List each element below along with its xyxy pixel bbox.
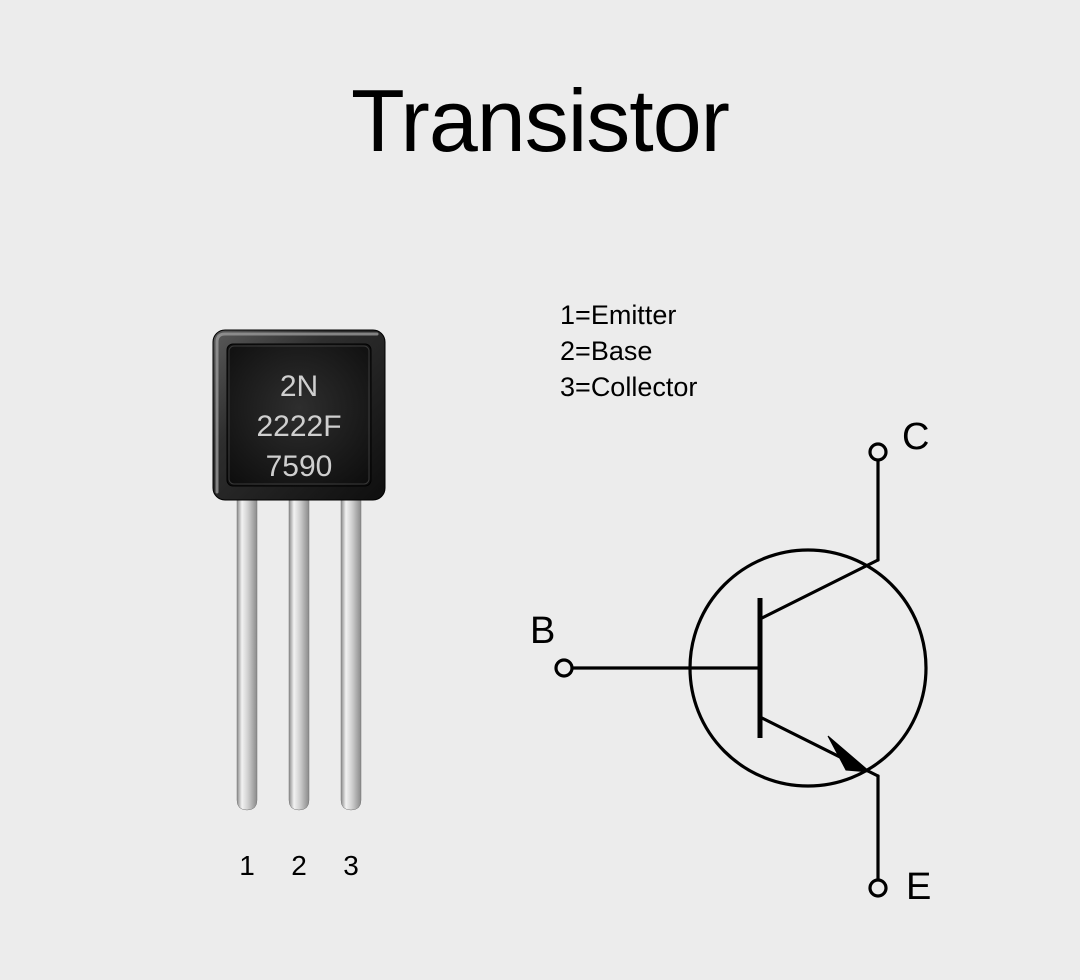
lead-2	[289, 500, 309, 810]
svg-layer: 2N 2222F 7590	[0, 0, 1080, 980]
diagram-canvas: Transistor 1=Emitter 2=Base 3=Collector …	[0, 0, 1080, 980]
transistor-leads	[237, 500, 361, 810]
schematic-symbol	[556, 444, 926, 896]
transistor-body: 2N 2222F 7590	[213, 330, 385, 500]
lead-3	[341, 500, 361, 810]
marking-line-2: 2222F	[256, 410, 341, 443]
marking-line-3: 7590	[266, 450, 333, 483]
marking-line-1: 2N	[280, 370, 318, 403]
lead-1	[237, 500, 257, 810]
